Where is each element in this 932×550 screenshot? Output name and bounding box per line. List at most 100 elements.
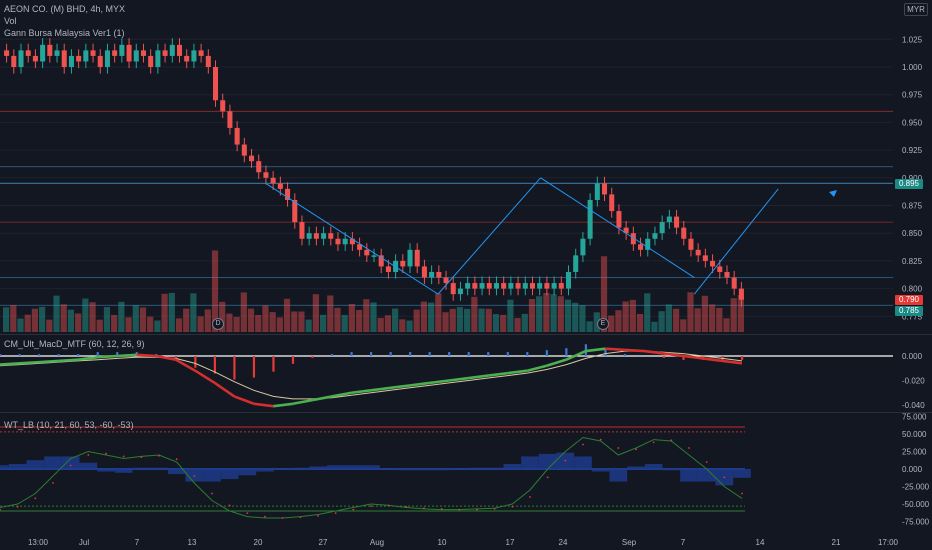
time-axis-labels: 13:00 Jul 7 13 20 27 Aug 10 17 24 Sep 7 14 21 17:00 — [28, 538, 899, 547]
macd-hist-bar — [116, 352, 119, 356]
volume-bar — [636, 313, 644, 332]
candle-body — [436, 271, 442, 278]
volume-bar — [298, 311, 305, 332]
volume-bar — [723, 318, 730, 332]
wt2-dot — [122, 455, 125, 458]
candle-body — [616, 211, 622, 228]
candle-body — [450, 283, 456, 295]
volume-bar — [82, 298, 89, 332]
volume-bar — [262, 305, 269, 332]
candle-body — [277, 183, 283, 189]
wavetrend-chart[interactable]: 75.000 50.000 25.000 0.000 -25.000 -50.000 -75… — [0, 413, 932, 534]
y-tick-label: 50.000 — [902, 430, 927, 439]
macd-pane[interactable]: 0.000 -0.020 -0.040 CM_Ult_MacD_MTF (60, 1… — [0, 335, 932, 412]
indicator-label[interactable]: Gann Bursa Malaysia Ver1 (1) — [4, 28, 125, 38]
volume-bar — [161, 293, 168, 332]
volume-bar — [204, 309, 211, 332]
time-tick-label: 17 — [506, 538, 515, 547]
candle-body — [212, 67, 219, 101]
wt2-dot — [0, 508, 1, 511]
candle-body — [83, 50, 89, 62]
signal-line — [0, 350, 743, 400]
macd-hist-bar — [682, 356, 685, 360]
macd-hist-bar — [526, 352, 529, 356]
volume-bar — [96, 319, 103, 332]
wt-label[interactable]: WT_LB (10, 21, 60, 53, -60, -53) — [4, 420, 134, 430]
wt-diff-area — [8, 463, 27, 469]
time-tick-label: Sep — [622, 538, 637, 547]
volume-bar — [211, 250, 219, 332]
currency-label[interactable]: MYR — [904, 3, 928, 16]
candle-body — [292, 199, 298, 223]
candle-body — [378, 255, 384, 267]
volume-bar — [219, 301, 226, 332]
macd-label[interactable]: CM_Ult_MacD_MTF (60, 12, 26, 9) — [4, 339, 145, 349]
pane-separator[interactable] — [0, 412, 932, 413]
pane-separator[interactable] — [0, 334, 932, 335]
wt-diff-area — [644, 463, 663, 469]
candle-body — [472, 283, 478, 289]
price-pane[interactable]: 1.025 1.000 0.975 0.950 0.925 0.900 0.875 0.850… — [0, 0, 932, 334]
y-tick-label: 1.000 — [902, 63, 923, 72]
volume-bar — [283, 298, 291, 332]
dividend-badge[interactable]: D — [212, 318, 224, 330]
price-chart[interactable]: 1.025 1.000 0.975 0.950 0.925 0.900 0.875 0.850… — [0, 0, 932, 334]
candle-body — [234, 127, 240, 145]
candle-body — [119, 44, 125, 56]
time-tick-label: 13 — [188, 538, 197, 547]
earnings-badge[interactable]: E — [597, 318, 609, 330]
time-tick-label: Jul — [79, 538, 89, 547]
volume-bar — [406, 320, 413, 332]
macd-hist-bar — [623, 354, 627, 356]
macd-hist-bar — [565, 348, 568, 356]
candle-body — [594, 183, 600, 200]
candle-body — [306, 233, 312, 239]
candle-body — [11, 55, 17, 67]
wavetrend-pane[interactable]: 75.000 50.000 25.000 0.000 -25.000 -50.000 -75… — [0, 413, 932, 534]
candle-body — [414, 249, 420, 267]
candle-body — [241, 144, 247, 156]
volume-bar — [154, 320, 161, 332]
volume-bar — [175, 318, 183, 332]
wt-diff-area — [44, 456, 62, 469]
volume-bar — [363, 299, 370, 332]
volume-bar — [694, 308, 701, 332]
volume-bar — [586, 321, 593, 332]
candle-body — [256, 161, 262, 173]
candle-body — [738, 288, 744, 300]
macd-hist-bar — [428, 352, 431, 356]
macd-line-segment — [546, 358, 567, 368]
y-tick-label: 0.875 — [902, 202, 923, 211]
time-axis[interactable]: 13:00 Jul 7 13 20 27 Aug 10 17 24 Sep 7 14 21 17:00 — [0, 534, 932, 550]
macd-chart[interactable]: 0.000 -0.020 -0.040 — [0, 335, 932, 412]
trendline — [265, 182, 439, 295]
macd-line-segment — [155, 354, 176, 361]
macd-hist-bar — [38, 354, 41, 356]
time-tick-label: 17:00 — [878, 538, 899, 547]
macd-line-segment — [702, 357, 723, 363]
macd-hist-bar — [330, 354, 334, 356]
candle-body — [623, 227, 629, 234]
macd-hist-bar — [662, 356, 666, 358]
macd-hist-bar — [213, 356, 216, 374]
candle-body — [443, 277, 449, 284]
volume-bar — [701, 295, 708, 332]
vol-label[interactable]: Vol — [4, 16, 17, 26]
y-tick-label: 0.775 — [902, 312, 923, 321]
candle-body — [609, 194, 615, 212]
wt2-dot — [334, 512, 337, 514]
candle-body — [299, 222, 305, 239]
candle-body — [529, 283, 536, 289]
volume-bar — [471, 296, 478, 332]
y-tick-label: 0.900 — [902, 174, 923, 183]
macd-line-segment — [409, 381, 430, 387]
candle-body — [155, 50, 161, 67]
symbol-title[interactable]: AEON CO. (M) BHD, 4h, MYX — [4, 4, 126, 14]
candle-body — [68, 55, 74, 67]
wt2-dot — [246, 512, 249, 514]
candle-body — [148, 55, 154, 67]
volume-bar — [464, 308, 471, 332]
trendline — [437, 177, 541, 295]
volume-bar — [312, 294, 319, 332]
volume-bar — [377, 317, 384, 332]
